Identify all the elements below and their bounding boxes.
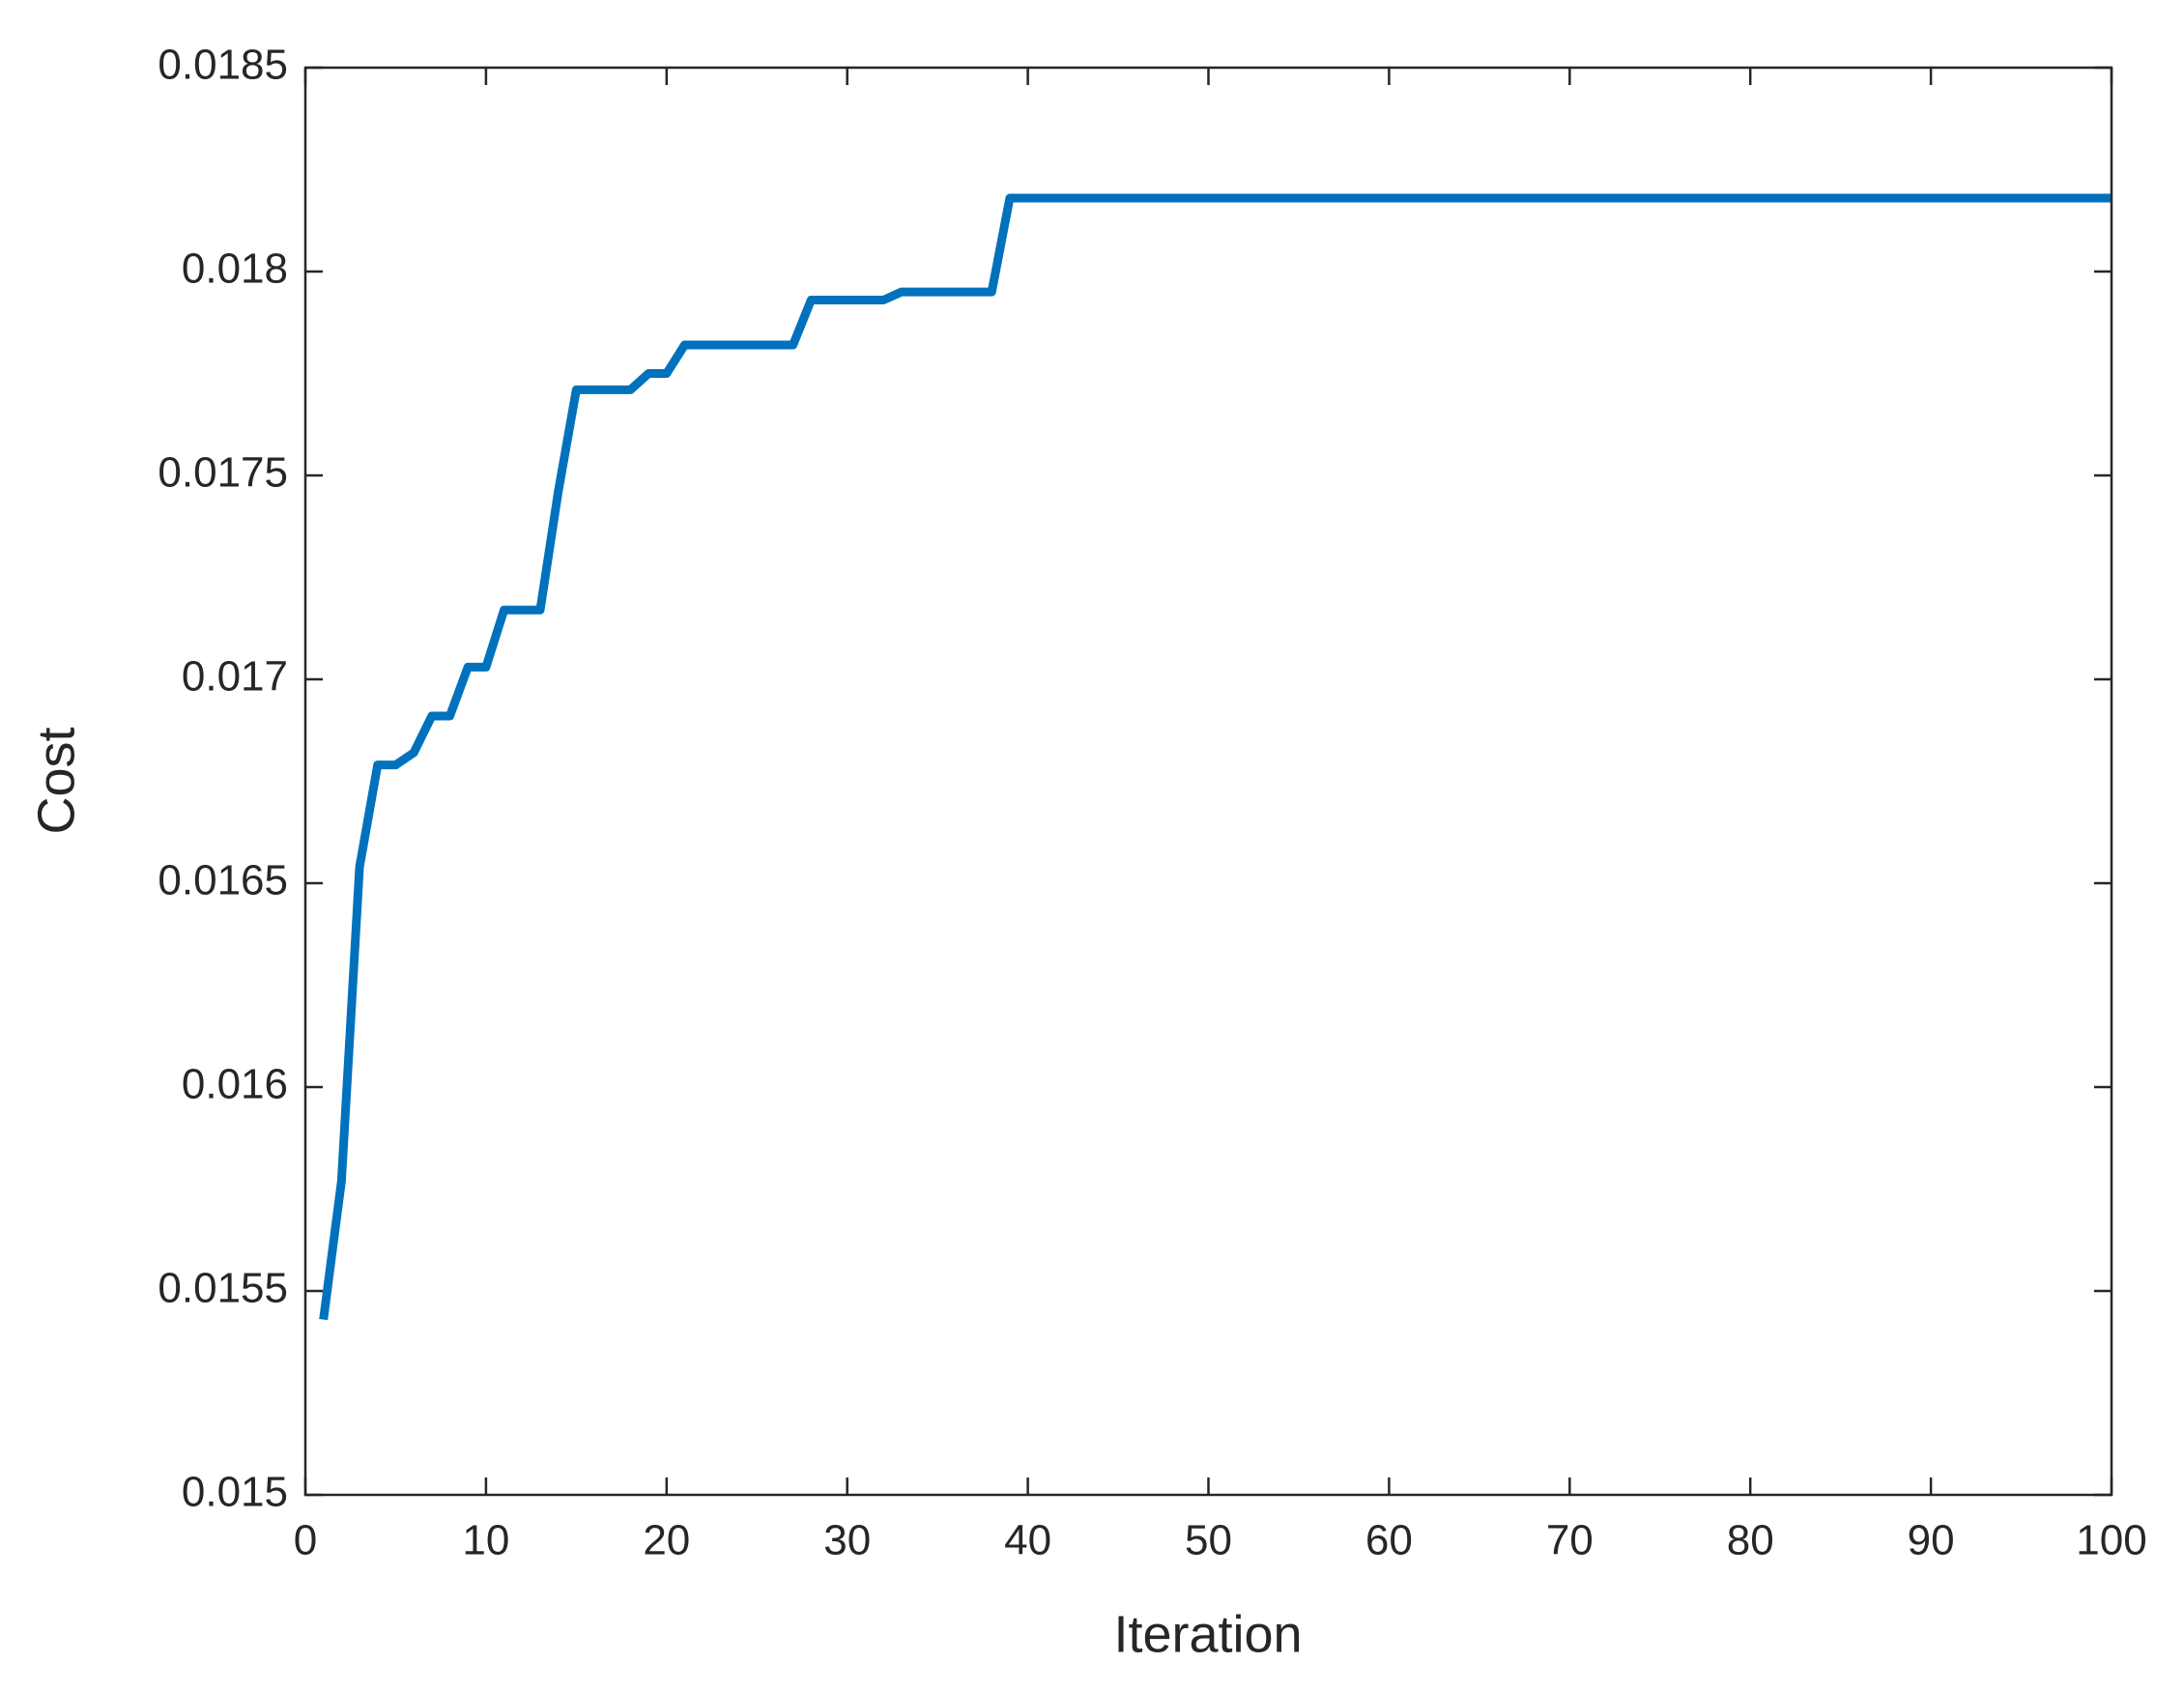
x-tick-label: 30 <box>823 1517 871 1564</box>
y-tick-label: 0.0165 <box>158 857 288 904</box>
x-tick-label: 100 <box>2076 1517 2146 1564</box>
x-tick-label: 10 <box>462 1517 509 1564</box>
x-tick-label: 70 <box>1546 1517 1594 1564</box>
y-tick-label: 0.017 <box>182 653 288 701</box>
x-tick-label: 20 <box>643 1517 690 1564</box>
plot-frame <box>303 66 2113 1497</box>
x-tick-label: 90 <box>1908 1517 1955 1564</box>
data-line <box>319 193 2112 1321</box>
x-tick-label: 0 <box>294 1517 317 1564</box>
plot-area <box>305 68 2112 1495</box>
x-tick-label: 80 <box>1727 1517 1774 1564</box>
y-axis-label: Cost <box>27 727 85 834</box>
x-tick-label: 50 <box>1185 1517 1232 1564</box>
y-tick-label: 0.0185 <box>158 42 288 89</box>
y-tick-label: 0.0155 <box>158 1265 288 1312</box>
x-axis-label: Iteration <box>1113 1605 1302 1663</box>
x-tick-label: 40 <box>1004 1517 1051 1564</box>
y-tick-label: 0.018 <box>182 245 288 293</box>
y-tick-label: 0.015 <box>182 1469 288 1516</box>
x-tick-label: 60 <box>1365 1517 1413 1564</box>
y-tick-label: 0.0175 <box>158 449 288 497</box>
y-tick-label: 0.016 <box>182 1061 288 1108</box>
